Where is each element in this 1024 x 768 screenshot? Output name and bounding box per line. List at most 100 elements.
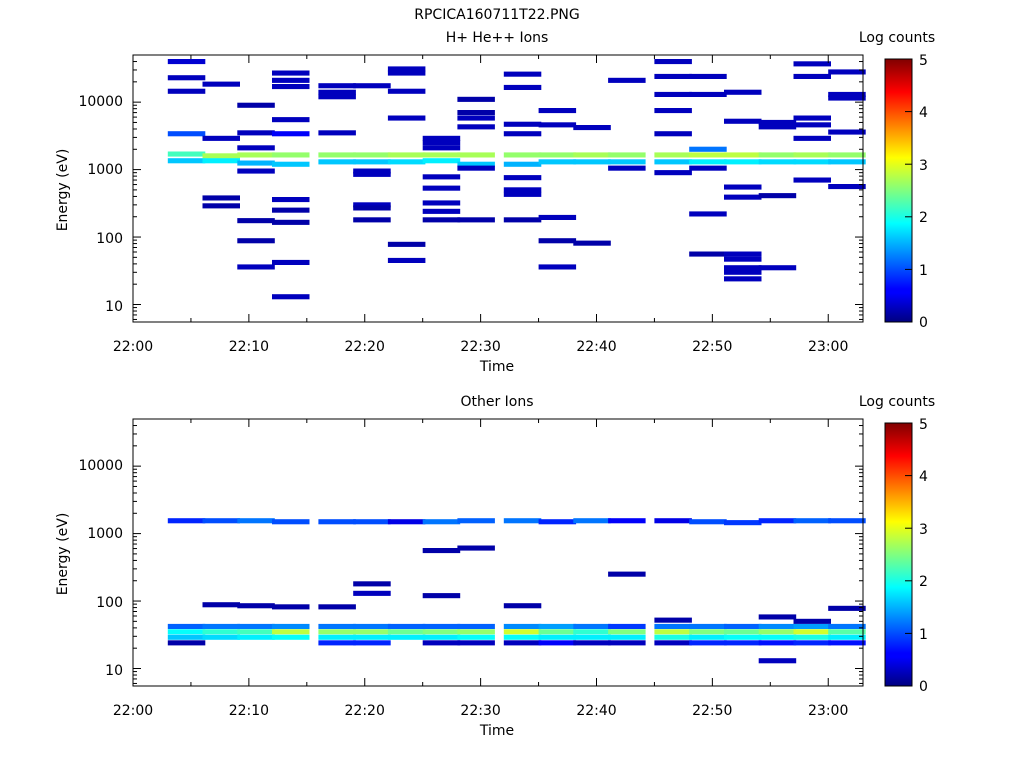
x-tick-label: 23:00 — [808, 703, 848, 719]
heatmap-cell — [828, 69, 866, 75]
heatmap-cell — [724, 184, 762, 190]
heatmap-cell — [654, 73, 692, 79]
heatmap-cell — [538, 629, 577, 635]
heatmap-cell — [689, 629, 727, 635]
heatmap-cell — [422, 208, 461, 214]
heatmap-cell — [828, 623, 866, 629]
heatmap-cell — [272, 207, 310, 213]
heatmap-cell — [167, 151, 206, 157]
heatmap-cell — [724, 623, 762, 629]
heatmap-cell — [167, 88, 206, 94]
heatmap-cell — [353, 623, 391, 629]
colorbar-tick-label: 1 — [919, 263, 928, 279]
heatmap-cell — [758, 518, 797, 524]
heatmap-cell — [724, 276, 762, 282]
heatmap-cell — [538, 159, 577, 165]
heatmap-cell — [538, 264, 577, 270]
heatmap-cell — [503, 84, 542, 90]
heatmap-cell — [387, 70, 426, 76]
heatmap-cell — [573, 623, 611, 629]
heatmap-cell — [758, 193, 797, 199]
heatmap-cell — [457, 115, 495, 121]
heatmap-cell — [318, 159, 356, 165]
heatmap-cell — [353, 202, 391, 208]
heatmap-cell — [202, 135, 240, 141]
heatmap-cell — [503, 121, 542, 127]
heatmap-cell — [353, 581, 391, 587]
heatmap-cell — [457, 96, 495, 102]
heatmap-cell — [422, 135, 461, 141]
heatmap-cell — [272, 161, 310, 167]
heatmap-cell — [573, 518, 611, 524]
heatmap-cell — [758, 265, 797, 271]
plot-frame-2 — [132, 418, 864, 687]
heatmap-cell — [202, 203, 240, 209]
colorbar-label-1: Log counts — [859, 30, 935, 46]
heatmap-cell — [237, 218, 275, 224]
heatmap-cell — [538, 634, 577, 640]
heatmap-cell — [457, 623, 495, 629]
heatmap-cell — [758, 124, 797, 130]
heatmap-cell — [724, 159, 762, 165]
heatmap-cell — [422, 140, 461, 146]
heatmap-cell — [654, 623, 692, 629]
heatmap-cell — [353, 152, 391, 158]
colorbar-tick-label: 2 — [919, 210, 928, 226]
colorbar-tick-label: 5 — [919, 53, 928, 69]
heatmap-cell — [272, 131, 310, 137]
heatmap-cell — [318, 89, 356, 95]
panel-other-ions: Other Ions 10 100 1000 10000 22:00 22:10… — [55, 394, 935, 739]
colorbar-tick-label: 4 — [919, 469, 928, 485]
heatmap-cell — [654, 108, 692, 114]
heatmap-cell — [237, 634, 275, 640]
heatmap-cell — [457, 518, 495, 524]
heatmap-cell — [202, 602, 240, 608]
heatmap-cell — [608, 629, 646, 635]
heatmap-cell — [237, 152, 275, 158]
heatmap-cell — [167, 640, 206, 646]
heatmap-cell — [654, 159, 692, 165]
heatmap-cells-other-ions — [167, 518, 866, 664]
colorbar-gradient — [884, 422, 913, 687]
heatmap-cell — [237, 130, 275, 136]
heatmap-cell — [353, 217, 391, 223]
heatmap-cell — [689, 211, 727, 217]
heatmap-cell — [689, 159, 727, 165]
heatmap-cell — [724, 194, 762, 200]
heatmap-cell — [724, 89, 762, 95]
heatmap-cell — [608, 634, 646, 640]
y-tick-label: 1000 — [87, 526, 123, 542]
y-tick-label: 10000 — [78, 94, 123, 110]
heatmap-cell — [503, 217, 542, 223]
heatmap-cell — [573, 159, 611, 165]
heatmap-cell — [538, 238, 577, 244]
heatmap-cell — [828, 518, 866, 524]
heatmap-cell — [689, 634, 727, 640]
y-tick-label: 10 — [105, 663, 123, 679]
heatmap-cell — [167, 75, 206, 81]
heatmap-cell — [793, 177, 831, 183]
x-tick-label: 23:00 — [808, 339, 848, 355]
heatmap-cell — [167, 131, 206, 137]
heatmap-cell — [793, 73, 831, 79]
heatmap-cell — [272, 219, 310, 225]
heatmap-cell — [828, 91, 866, 97]
heatmap-cell — [422, 200, 461, 206]
heatmap-cell — [724, 269, 762, 275]
heatmap-cell — [689, 73, 727, 79]
heatmap-cell — [758, 658, 797, 664]
x-tick-labels-2: 22:00 22:10 22:20 22:30 22:40 22:50 23:0… — [113, 703, 849, 719]
heatmap-cell — [318, 629, 356, 635]
heatmap-cell — [237, 160, 275, 166]
heatmap-cell — [503, 603, 542, 609]
heatmap-cell — [654, 640, 692, 646]
heatmap-cell — [828, 159, 866, 165]
heatmap-cell — [353, 519, 391, 525]
heatmap-cell — [689, 152, 727, 158]
heatmap-cell — [608, 77, 646, 83]
heatmap-cell — [828, 605, 866, 611]
x-tick-label: 22:10 — [229, 703, 269, 719]
y-tick-label: 100 — [96, 231, 123, 247]
heatmap-cell — [793, 135, 831, 141]
